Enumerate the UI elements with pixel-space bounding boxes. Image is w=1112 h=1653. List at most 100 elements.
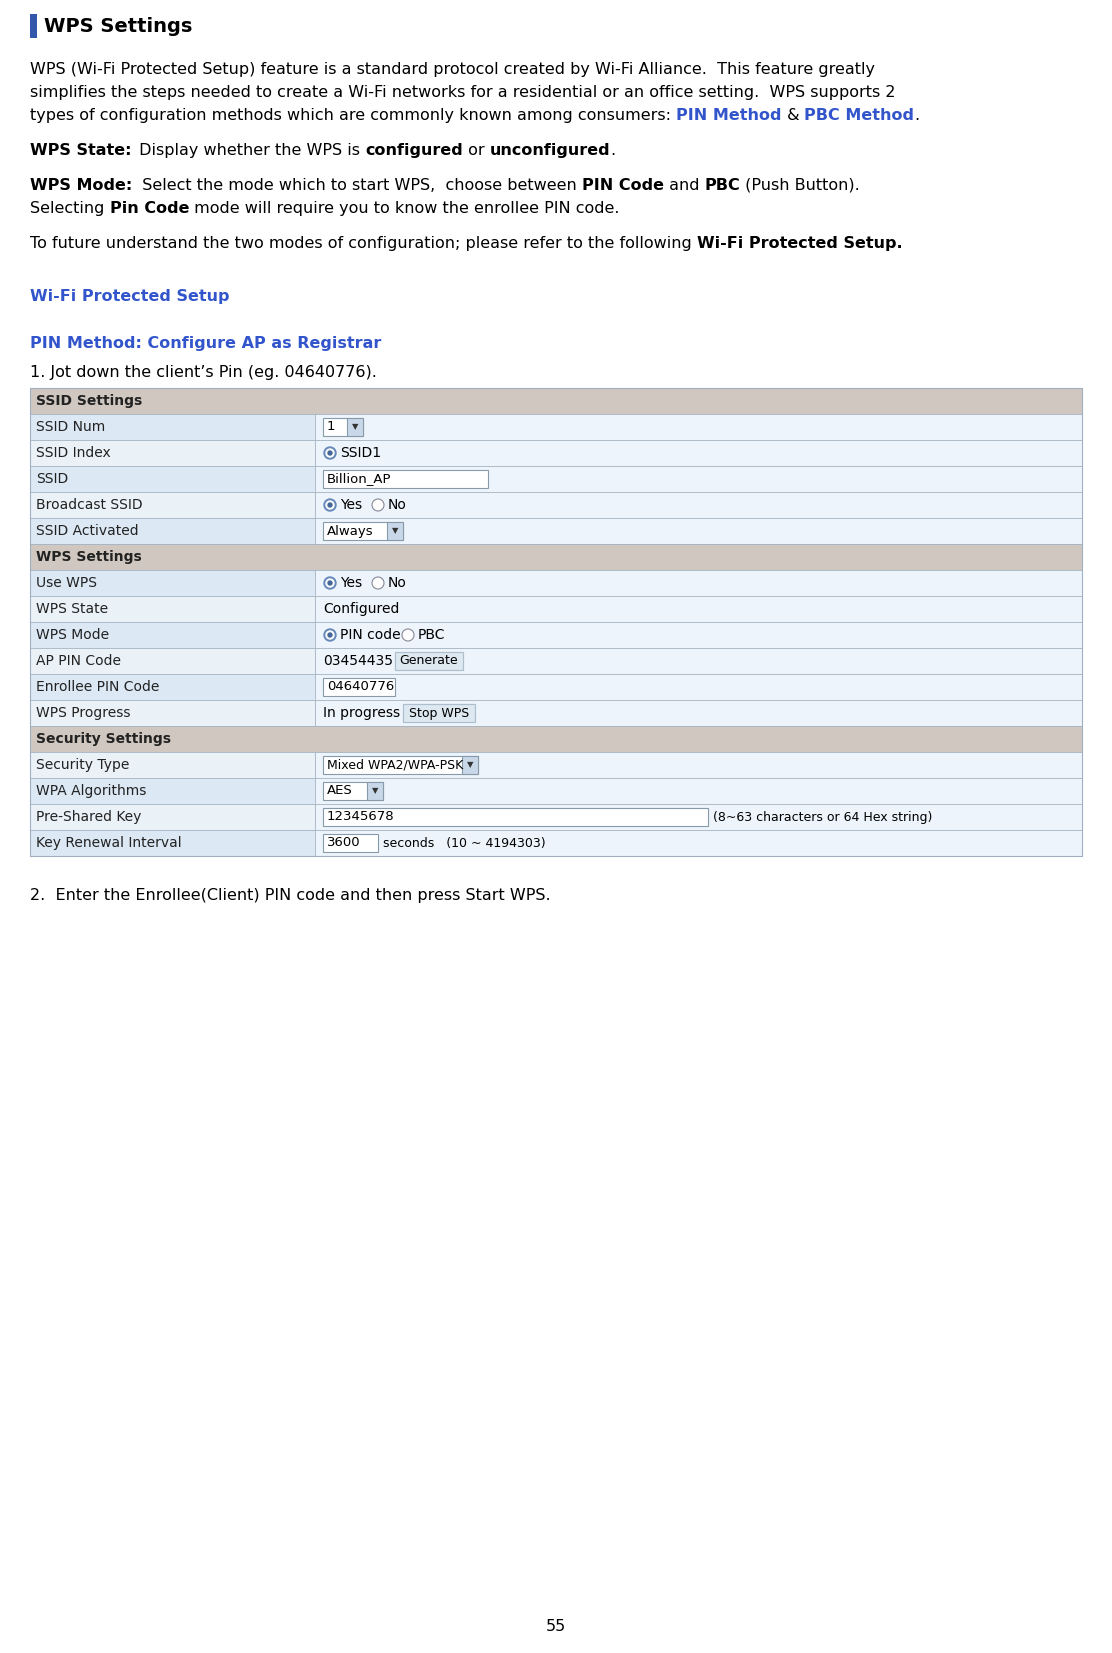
Text: 3600: 3600 [327, 836, 360, 850]
Bar [322, 835, 378, 851]
Text: .: . [914, 107, 920, 122]
Text: and: and [664, 177, 705, 192]
Text: To future understand the two modes of configuration; please refer to the followi: To future understand the two modes of co… [30, 235, 697, 251]
Bar [322, 418, 363, 436]
Text: PBC: PBC [705, 177, 741, 192]
Text: WPS State: WPS State [36, 602, 108, 617]
Text: PIN Method: PIN Method [676, 107, 782, 122]
Circle shape [373, 499, 384, 511]
Text: seconds   (10 ~ 4194303): seconds (10 ~ 4194303) [383, 836, 546, 850]
Text: (8~63 characters or 64 Hex string): (8~63 characters or 64 Hex string) [713, 810, 932, 823]
Text: Generate: Generate [399, 655, 458, 668]
Bar [30, 570, 315, 597]
Bar [367, 782, 383, 800]
Bar [315, 779, 1082, 803]
Text: SSID Num: SSID Num [36, 420, 106, 435]
FancyBboxPatch shape [395, 651, 463, 669]
Bar [387, 522, 403, 541]
Circle shape [326, 579, 334, 587]
Text: Yes: Yes [340, 575, 363, 590]
Bar [315, 752, 1082, 779]
Text: In progress: In progress [322, 706, 400, 721]
Circle shape [324, 499, 336, 511]
Bar [30, 544, 1082, 570]
Text: configured: configured [366, 142, 464, 157]
Text: SSID1: SSID1 [340, 446, 381, 460]
Text: WPS Mode:: WPS Mode: [30, 177, 132, 192]
Circle shape [326, 631, 334, 640]
Text: Broadcast SSID: Broadcast SSID [36, 498, 142, 512]
Text: No: No [388, 498, 407, 512]
Circle shape [326, 501, 334, 509]
Bar [30, 388, 1082, 413]
Text: 2.  Enter the Enrollee(Client) PIN code and then press Start WPS.: 2. Enter the Enrollee(Client) PIN code a… [30, 888, 550, 903]
Text: WPS State:: WPS State: [30, 142, 131, 157]
Bar [30, 493, 315, 517]
Text: WPS (Wi-Fi Protected Setup) feature is a standard protocol created by Wi-Fi Alli: WPS (Wi-Fi Protected Setup) feature is a… [30, 61, 875, 76]
Text: Pre-Shared Key: Pre-Shared Key [36, 810, 141, 823]
Text: simplifies the steps needed to create a Wi-Fi networks for a residential or an o: simplifies the steps needed to create a … [30, 84, 895, 99]
Bar [30, 803, 315, 830]
Text: 04640776: 04640776 [327, 681, 395, 694]
Bar [30, 830, 315, 856]
Bar [315, 597, 1082, 622]
Text: 1: 1 [327, 420, 336, 433]
Text: .: . [610, 142, 616, 157]
Text: SSID Settings: SSID Settings [36, 393, 142, 408]
Text: ▼: ▼ [467, 760, 474, 770]
Bar [30, 726, 1082, 752]
Bar [30, 597, 315, 622]
Text: unconfigured: unconfigured [490, 142, 610, 157]
Bar [315, 803, 1082, 830]
Bar [30, 466, 315, 493]
Text: Always: Always [327, 524, 374, 537]
Text: WPA Algorithms: WPA Algorithms [36, 784, 147, 798]
Text: SSID Activated: SSID Activated [36, 524, 139, 537]
Text: Select the mode which to start WPS,  choose between: Select the mode which to start WPS, choo… [132, 177, 582, 192]
Text: Security Settings: Security Settings [36, 732, 171, 746]
Bar [30, 779, 315, 803]
Circle shape [326, 450, 334, 456]
Bar [30, 648, 315, 674]
Text: Pin Code: Pin Code [109, 200, 189, 215]
Text: Wi-Fi Protected Setup.: Wi-Fi Protected Setup. [697, 235, 903, 251]
Circle shape [373, 577, 384, 588]
Text: 03454435: 03454435 [322, 655, 393, 668]
Text: PBC Method: PBC Method [804, 107, 914, 122]
Bar [30, 388, 1082, 856]
Text: Enrollee PIN Code: Enrollee PIN Code [36, 679, 159, 694]
Bar [461, 755, 478, 774]
Bar [30, 440, 315, 466]
Text: Display whether the WPS is: Display whether the WPS is [135, 142, 366, 157]
Bar [322, 469, 488, 488]
Text: Stop WPS: Stop WPS [409, 706, 469, 719]
Circle shape [328, 503, 332, 507]
Text: Mixed WPA2/WPA-PSK: Mixed WPA2/WPA-PSK [327, 759, 464, 772]
Text: PIN code: PIN code [340, 628, 400, 641]
Bar [30, 517, 315, 544]
Text: WPS Settings: WPS Settings [36, 550, 141, 564]
Text: Key Renewal Interval: Key Renewal Interval [36, 836, 181, 850]
Text: AP PIN Code: AP PIN Code [36, 655, 121, 668]
Circle shape [324, 577, 336, 588]
Text: PIN Code: PIN Code [582, 177, 664, 192]
Bar [315, 413, 1082, 440]
Text: Security Type: Security Type [36, 759, 129, 772]
FancyBboxPatch shape [403, 704, 475, 722]
Bar [315, 699, 1082, 726]
Text: Configured: Configured [322, 602, 399, 617]
Bar [315, 466, 1082, 493]
Text: Selecting: Selecting [30, 200, 109, 215]
Text: WPS Settings: WPS Settings [44, 17, 192, 35]
Bar [30, 13, 37, 38]
Bar [315, 517, 1082, 544]
Bar [315, 493, 1082, 517]
Text: or: or [464, 142, 490, 157]
Text: Yes: Yes [340, 498, 363, 512]
Text: Wi-Fi Protected Setup: Wi-Fi Protected Setup [30, 289, 229, 304]
Text: Use WPS: Use WPS [36, 575, 97, 590]
Text: PIN Method: Configure AP as Registrar: PIN Method: Configure AP as Registrar [30, 336, 381, 350]
Bar [322, 678, 395, 696]
Bar [315, 648, 1082, 674]
Bar [315, 674, 1082, 699]
